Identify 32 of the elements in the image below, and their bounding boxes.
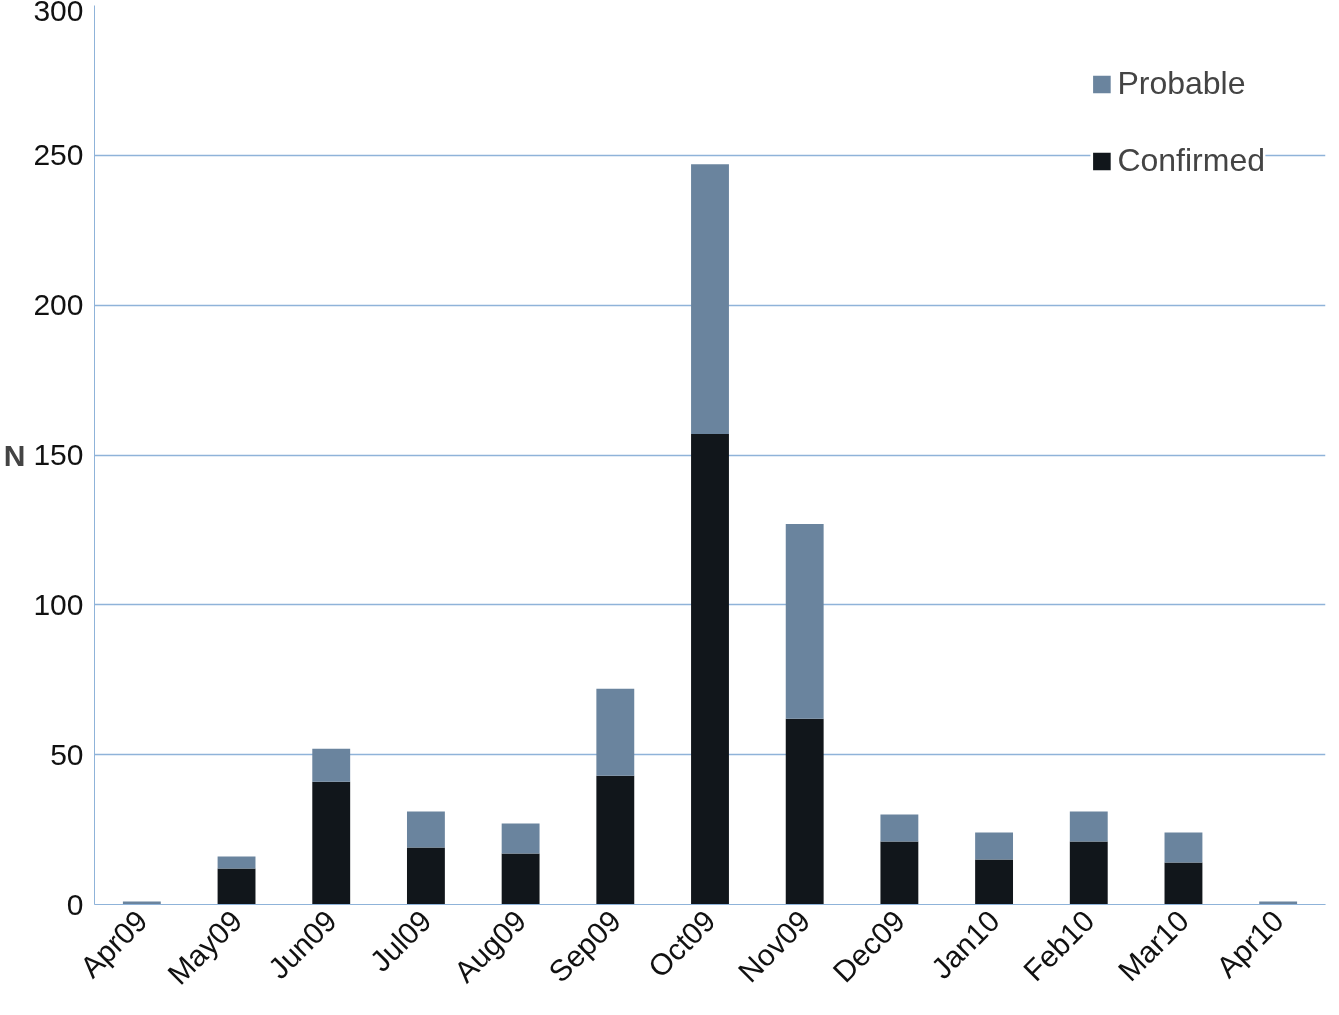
y-tick-label: 100 [33, 587, 84, 621]
bar [691, 434, 729, 905]
bar [880, 814, 919, 842]
bar [880, 841, 919, 905]
legend-label: Probable [1117, 65, 1246, 102]
bar [691, 164, 729, 435]
y-tick-label: 50 [50, 737, 84, 771]
y-tick-label: 300 [33, 0, 84, 27]
bar [596, 688, 635, 776]
bar [785, 718, 824, 905]
bar [1164, 832, 1203, 863]
bar [1164, 862, 1203, 905]
bar [501, 853, 540, 905]
y-tick-label: 250 [33, 138, 84, 172]
bar [312, 748, 351, 782]
bar [406, 847, 445, 905]
bar [501, 823, 540, 854]
bar [975, 832, 1014, 860]
bar [596, 775, 635, 905]
bar [785, 523, 824, 719]
y-axis-title: N [3, 438, 26, 472]
bar [975, 859, 1014, 905]
bar [406, 811, 445, 848]
y-tick-label: 200 [33, 288, 84, 322]
legend-label: Confirmed [1117, 142, 1265, 179]
bar [1069, 841, 1108, 905]
bar [217, 856, 256, 869]
bar [217, 868, 256, 905]
bar [312, 781, 351, 905]
bar [1069, 811, 1108, 842]
y-tick-label: 150 [33, 438, 84, 471]
y-tick-label: 0 [66, 887, 84, 921]
